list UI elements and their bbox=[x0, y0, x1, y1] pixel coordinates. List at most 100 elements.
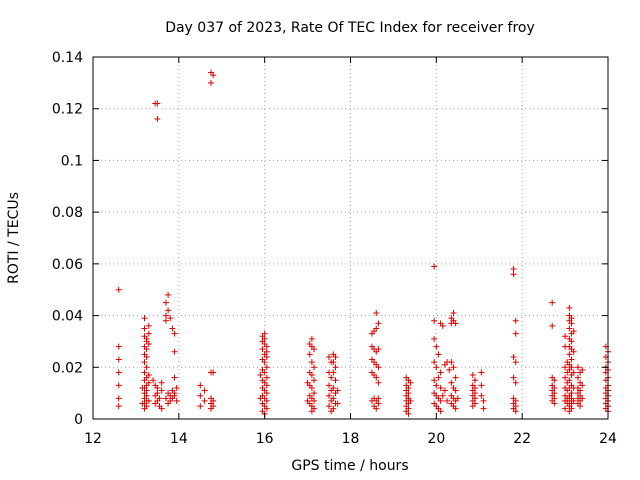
data-point bbox=[431, 335, 438, 342]
data-point bbox=[450, 364, 457, 371]
data-point bbox=[165, 400, 172, 407]
data-point bbox=[115, 286, 122, 293]
data-point bbox=[334, 400, 341, 407]
data-point bbox=[173, 384, 180, 391]
data-point bbox=[510, 374, 517, 381]
data-point bbox=[512, 359, 519, 366]
data-point bbox=[512, 330, 519, 337]
data-point bbox=[145, 330, 152, 337]
data-point bbox=[469, 403, 476, 410]
x-tick-label: 16 bbox=[256, 431, 274, 447]
data-point bbox=[566, 304, 573, 311]
data-point bbox=[570, 328, 577, 335]
data-point bbox=[510, 271, 517, 278]
data-point bbox=[152, 400, 159, 407]
data-point bbox=[162, 317, 169, 324]
data-point bbox=[551, 377, 558, 384]
data-point bbox=[306, 351, 313, 358]
data-point bbox=[562, 364, 569, 371]
data-point bbox=[165, 307, 172, 314]
data-point bbox=[158, 387, 165, 394]
data-point bbox=[510, 266, 517, 273]
data-point bbox=[328, 374, 335, 381]
data-point bbox=[169, 325, 176, 332]
data-point bbox=[308, 384, 315, 391]
data-point bbox=[115, 369, 122, 376]
data-point bbox=[512, 408, 519, 415]
data-point bbox=[437, 384, 444, 391]
data-point bbox=[471, 377, 478, 384]
data-point bbox=[158, 379, 165, 386]
data-point bbox=[162, 395, 169, 402]
data-point bbox=[480, 405, 487, 412]
data-point bbox=[574, 364, 581, 371]
data-point bbox=[141, 359, 148, 366]
data-point bbox=[437, 369, 444, 376]
data-point bbox=[326, 403, 333, 410]
data-point bbox=[549, 322, 556, 329]
data-point bbox=[141, 377, 148, 384]
data-point bbox=[143, 353, 150, 360]
data-point bbox=[330, 359, 337, 366]
data-point bbox=[263, 382, 270, 389]
data-point bbox=[437, 408, 444, 415]
data-point bbox=[261, 359, 268, 366]
data-point bbox=[570, 397, 577, 404]
data-point bbox=[257, 395, 264, 402]
data-point bbox=[152, 392, 159, 399]
data-point bbox=[328, 408, 335, 415]
data-point bbox=[145, 372, 152, 379]
data-point bbox=[570, 369, 577, 376]
data-point bbox=[373, 374, 380, 381]
data-point bbox=[433, 382, 440, 389]
data-point bbox=[143, 346, 150, 353]
data-point bbox=[171, 374, 178, 381]
data-point bbox=[162, 312, 169, 319]
data-point bbox=[115, 382, 122, 389]
data-point bbox=[375, 400, 382, 407]
data-point bbox=[452, 387, 459, 394]
data-point bbox=[311, 377, 318, 384]
y-tick-labels: 0 0.02 0.04 0.06 0.08 0.1 0.12 0.14 bbox=[52, 50, 83, 428]
data-point bbox=[375, 320, 382, 327]
data-point bbox=[441, 387, 448, 394]
data-point bbox=[448, 359, 455, 366]
data-point bbox=[570, 348, 577, 355]
data-point bbox=[263, 397, 270, 404]
data-point bbox=[373, 325, 380, 332]
y-axis-title: ROTI / TECUs bbox=[6, 192, 22, 284]
data-point bbox=[154, 384, 161, 391]
data-point bbox=[375, 379, 382, 386]
data-point bbox=[328, 397, 335, 404]
data-point bbox=[162, 299, 169, 306]
x-tick-label: 12 bbox=[84, 431, 102, 447]
y-tick-label: 0.08 bbox=[52, 205, 83, 221]
data-point bbox=[154, 100, 161, 107]
data-point bbox=[141, 369, 148, 376]
data-point bbox=[263, 405, 270, 412]
data-point bbox=[311, 364, 318, 371]
data-point bbox=[469, 372, 476, 379]
data-point bbox=[304, 379, 311, 386]
y-tick-label: 0.04 bbox=[52, 309, 83, 325]
data-point bbox=[308, 335, 315, 342]
data-point bbox=[208, 79, 215, 86]
data-point bbox=[579, 382, 586, 389]
data-point bbox=[478, 382, 485, 389]
data-point bbox=[433, 364, 440, 371]
data-point bbox=[171, 330, 178, 337]
data-point bbox=[439, 322, 446, 329]
x-axis-title: GPS time / hours bbox=[291, 458, 408, 474]
data-point bbox=[454, 395, 461, 402]
data-point bbox=[334, 387, 341, 394]
grid-lines bbox=[93, 57, 608, 419]
data-point bbox=[405, 410, 412, 417]
data-point bbox=[330, 369, 337, 376]
data-point bbox=[435, 374, 442, 381]
data-point bbox=[261, 369, 268, 376]
data-point bbox=[261, 330, 268, 337]
data-point bbox=[263, 343, 270, 350]
data-point bbox=[568, 320, 575, 327]
data-point bbox=[167, 315, 174, 322]
data-point bbox=[150, 377, 157, 384]
